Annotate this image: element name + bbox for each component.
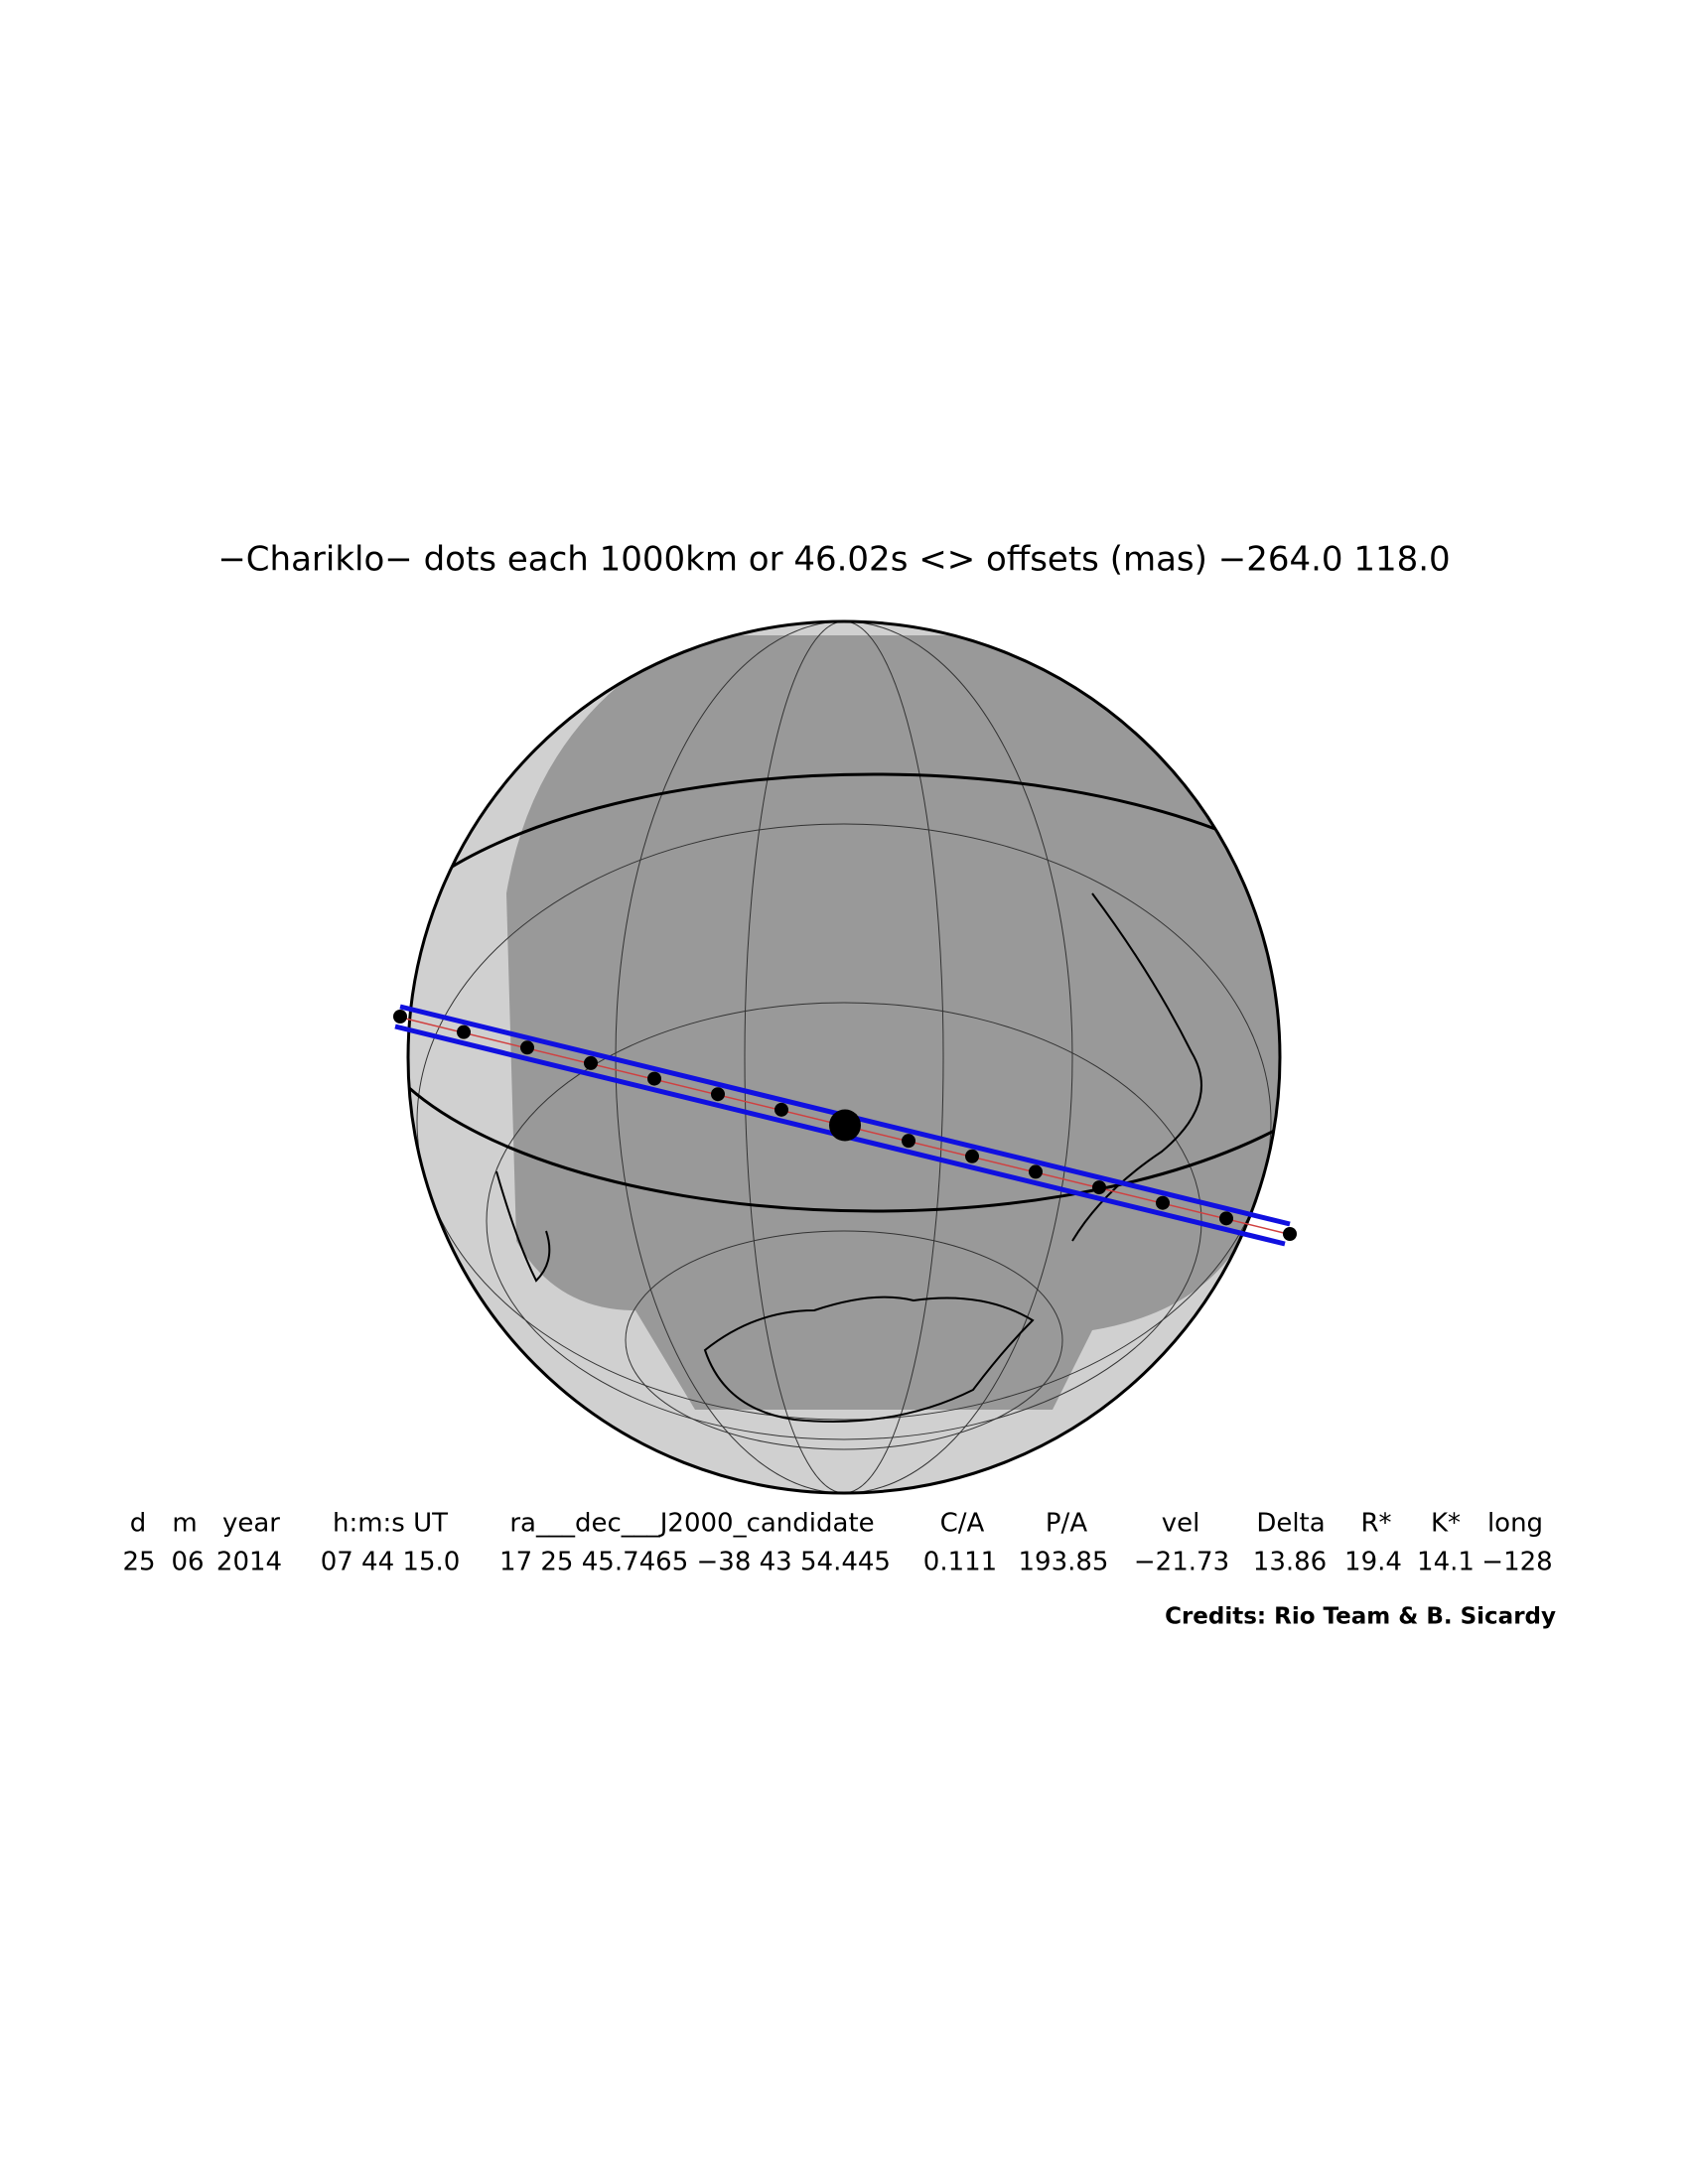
column-header: vel <box>1162 1509 1200 1539</box>
path-dot <box>1029 1164 1043 1179</box>
map-title: −Chariklo− dots each 1000km or 46.02s <>… <box>217 540 1450 580</box>
cell-value: 06 <box>171 1548 204 1577</box>
path-dot <box>1283 1227 1297 1241</box>
column-header: long <box>1487 1509 1543 1539</box>
cell-value: 2014 <box>216 1548 282 1577</box>
column-header: C/A <box>940 1509 985 1539</box>
cell-value: 14.1 <box>1417 1548 1475 1577</box>
cell-value: 19.4 <box>1344 1548 1402 1577</box>
column-header: P/A <box>1046 1509 1087 1539</box>
path-dot <box>1219 1211 1233 1226</box>
credits: Credits: Rio Team & B. Sicardy <box>1165 1604 1556 1630</box>
path-dot <box>647 1071 661 1086</box>
path-dot <box>520 1040 534 1055</box>
event-table: d m year h:m:s UT ra___dec___J2000_candidate… <box>122 1509 1552 1577</box>
cell-value: 25 <box>122 1548 155 1577</box>
antarctica <box>703 1296 1035 1423</box>
cell-value: 0.111 <box>923 1548 997 1577</box>
path-dot <box>711 1087 725 1102</box>
column-header: Delta <box>1256 1509 1325 1539</box>
australia <box>495 1170 551 1283</box>
path-dot <box>965 1149 979 1163</box>
cell-value: 193.85 <box>1019 1548 1109 1577</box>
equator <box>408 772 1280 1213</box>
column-header: K* <box>1431 1509 1461 1539</box>
path-dot <box>902 1134 915 1149</box>
path-dot <box>393 1010 407 1024</box>
path-dot <box>829 1109 861 1142</box>
cell-value: 07 44 15.0 <box>321 1548 461 1577</box>
path-dot <box>1156 1195 1170 1210</box>
cell-value: −21.73 <box>1134 1548 1229 1577</box>
column-header: d <box>130 1509 147 1539</box>
cell-value: 13.86 <box>1253 1548 1327 1577</box>
globe <box>406 619 1282 1495</box>
globe-outline <box>406 619 1282 1495</box>
path-dot <box>1092 1180 1106 1195</box>
cell-value: 17 25 45.7465 −38 43 54.445 <box>499 1548 891 1577</box>
column-header: year <box>222 1509 280 1539</box>
column-header: ra___dec___J2000_candidate <box>509 1509 874 1539</box>
cell-value: −128 <box>1481 1548 1552 1577</box>
path-dot <box>774 1102 788 1117</box>
path-dot <box>584 1055 598 1070</box>
path-dot <box>457 1024 471 1039</box>
shadow-region <box>506 635 1280 1410</box>
occultation-path <box>393 1004 1297 1247</box>
column-header: h:m:s UT <box>333 1509 448 1539</box>
column-header: m <box>172 1509 197 1539</box>
column-header: R* <box>1360 1509 1391 1539</box>
